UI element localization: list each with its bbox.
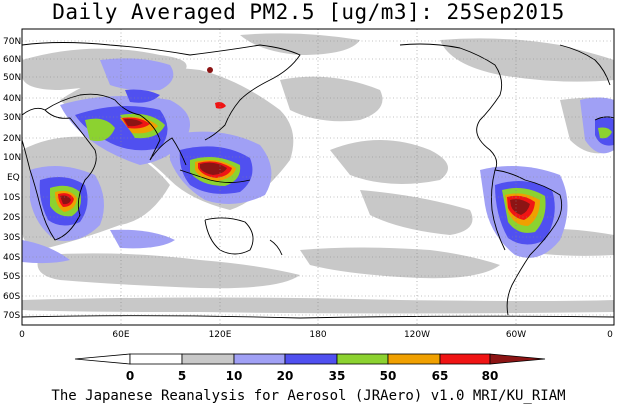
lat-label: EQ: [7, 173, 20, 183]
lat-label: 40S: [3, 253, 20, 263]
lat-label: 10N: [3, 153, 21, 163]
colorbar-level: 35: [329, 369, 346, 383]
colorbar-labels: 0 5 10 20 35 50 65 80: [126, 369, 499, 383]
colorbar-bin: [181, 353, 235, 365]
lat-label: 40N: [3, 94, 21, 104]
lon-label: 0: [607, 330, 613, 340]
colorbar: [74, 353, 546, 365]
lat-label: 30S: [3, 233, 20, 243]
lat-label: 60N: [3, 55, 21, 65]
colorbar-bin: [284, 353, 338, 365]
longitude-axis: 0 60E 120E 180 120W 60W 0: [19, 330, 613, 340]
colorbar-level: 5: [178, 369, 186, 383]
colorbar-level: 20: [277, 369, 294, 383]
graticule: [22, 29, 614, 325]
lat-label: 30N: [3, 113, 21, 123]
colorbar-level: 80: [482, 369, 499, 383]
lon-label: 120E: [209, 330, 232, 340]
lat-label: 20N: [3, 134, 21, 144]
colorbar-bin: [233, 353, 286, 365]
lat-label: 50S: [3, 272, 20, 282]
colorbar-upper-arrow: [489, 353, 546, 365]
coastlines: [22, 42, 614, 319]
level-80-plus-fill: [60, 67, 530, 215]
colorbar-level: 65: [432, 369, 449, 383]
colorbar-level: 0: [126, 369, 134, 383]
lat-label: 70N: [3, 37, 21, 47]
colorbar-bin: [439, 353, 491, 365]
latitude-axis: 70N 60N 50N 40N 30N 20N 10N EQ 10S 20S 3…: [3, 37, 21, 321]
colorbar-bin: [336, 353, 389, 365]
lat-label: 60S: [3, 292, 20, 302]
data-credit: The Japanese Reanalysis for Aerosol (JRA…: [51, 388, 566, 404]
lon-label: 120W: [404, 330, 430, 340]
lat-label: 70S: [3, 311, 20, 321]
colorbar-lower-arrow: [74, 353, 131, 365]
lon-label: 60W: [506, 330, 526, 340]
lat-label: 50N: [3, 73, 21, 83]
lat-label: 20S: [3, 213, 20, 223]
colorbar-level: 10: [226, 369, 243, 383]
colorbar-bin: [129, 353, 183, 365]
map-title: Daily Averaged PM2.5 [ug/m3]: 25Sep2015: [52, 0, 565, 24]
colorbar-bin: [387, 353, 441, 365]
lon-label: 60E: [112, 330, 129, 340]
lon-label: 180: [309, 330, 326, 340]
lat-label: 10S: [3, 193, 20, 203]
plot-frame: [21, 28, 615, 326]
colorbar-level: 50: [380, 369, 397, 383]
lon-label: 0: [19, 330, 25, 340]
